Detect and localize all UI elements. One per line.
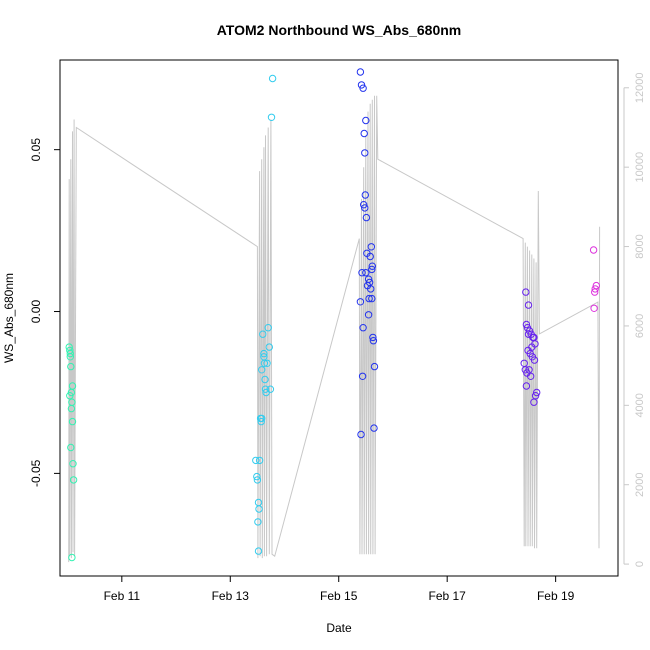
data-point xyxy=(260,359,269,367)
data-point xyxy=(67,404,76,413)
scatter-points xyxy=(65,68,600,562)
data-point xyxy=(368,265,376,274)
data-point xyxy=(368,294,376,303)
y2-tick-label: 10000 xyxy=(634,152,646,183)
data-point xyxy=(365,294,373,303)
data-point xyxy=(265,343,273,351)
data-point xyxy=(369,333,377,342)
data-point xyxy=(252,456,260,465)
data-point xyxy=(367,285,375,293)
data-point xyxy=(263,359,271,367)
data-point xyxy=(67,443,75,452)
data-point xyxy=(368,262,376,270)
data-point xyxy=(533,388,541,397)
data-point xyxy=(253,472,261,481)
y-tick-label: 0.00 xyxy=(29,300,43,324)
data-point xyxy=(522,320,531,329)
data-point xyxy=(261,375,269,384)
data-point xyxy=(67,362,75,371)
data-point xyxy=(266,385,275,393)
data-point xyxy=(255,505,263,513)
data-point xyxy=(254,518,262,526)
data-point xyxy=(369,337,378,345)
data-point xyxy=(356,68,365,76)
data-point xyxy=(68,417,77,426)
data-point xyxy=(360,201,368,209)
data-point xyxy=(522,382,531,390)
data-point xyxy=(522,288,530,296)
y-axis: -0.05 0.00 0.05 xyxy=(29,138,60,487)
data-point xyxy=(361,204,369,212)
data-point xyxy=(253,476,262,484)
data-point xyxy=(370,362,379,371)
data-point xyxy=(264,324,272,332)
data-point xyxy=(358,372,367,380)
data-point xyxy=(261,385,270,393)
data-point xyxy=(66,349,75,358)
data-point xyxy=(590,304,598,312)
data-point xyxy=(362,269,370,277)
data-point xyxy=(362,213,371,222)
x-axis: Feb 11 Feb 13 Feb 15 Feb 17 Feb 19 xyxy=(104,576,575,603)
data-point xyxy=(370,424,378,432)
y2-tick-label: 0 xyxy=(634,561,646,567)
data-point xyxy=(524,301,533,309)
data-point xyxy=(524,330,533,338)
x-tick-label: Feb 17 xyxy=(429,589,467,603)
data-point xyxy=(527,372,535,380)
y2-tick-label: 4000 xyxy=(634,393,646,417)
data-point xyxy=(356,298,365,306)
data-point xyxy=(69,476,78,484)
data-point xyxy=(359,84,367,92)
y-tick-label: 0.05 xyxy=(29,138,43,162)
data-point xyxy=(367,243,375,251)
data-point xyxy=(259,330,267,338)
data-point xyxy=(531,392,540,400)
data-point xyxy=(361,191,369,199)
y2-tick-label: 8000 xyxy=(634,234,646,258)
y2-tick-label: 2000 xyxy=(634,472,646,496)
data-point xyxy=(530,398,538,406)
x-axis-label: Date xyxy=(326,621,352,635)
data-point xyxy=(268,74,277,83)
data-point xyxy=(66,353,75,361)
x-tick-label: Feb 19 xyxy=(537,589,575,603)
data-point xyxy=(591,288,599,296)
data-point xyxy=(360,129,368,138)
data-point xyxy=(361,149,369,157)
data-point xyxy=(255,456,264,465)
data-point xyxy=(258,414,266,423)
data-point xyxy=(364,311,373,319)
data-point xyxy=(68,553,76,562)
data-point xyxy=(530,356,539,364)
data-point xyxy=(258,366,266,374)
data-point xyxy=(357,430,365,439)
data-point xyxy=(589,246,598,254)
y2-tick-label: 6000 xyxy=(634,314,646,338)
data-point xyxy=(362,116,370,125)
data-point xyxy=(257,417,265,426)
data-point xyxy=(267,113,276,122)
y2-tick-label: 12000 xyxy=(634,72,646,103)
chart-title: ATOM2 Northbound WS_Abs_680nm xyxy=(217,22,462,38)
y-tick-label: -0.05 xyxy=(29,459,43,487)
y-axis-label: WS_Abs_680nm xyxy=(2,273,16,363)
data-point xyxy=(254,547,263,555)
data-point xyxy=(68,382,77,390)
data-point xyxy=(260,349,268,358)
data-point xyxy=(359,324,367,332)
data-point xyxy=(366,252,374,261)
data-point xyxy=(69,460,77,468)
data-point xyxy=(591,285,599,293)
secondary-y-axis: 0 2000 4000 6000 8000 10000 12000 xyxy=(623,72,646,567)
x-tick-label: Feb 15 xyxy=(320,589,358,603)
plot-frame xyxy=(59,59,619,577)
data-point xyxy=(358,269,366,277)
x-tick-label: Feb 11 xyxy=(104,589,141,603)
x-tick-label: Feb 13 xyxy=(212,589,250,603)
